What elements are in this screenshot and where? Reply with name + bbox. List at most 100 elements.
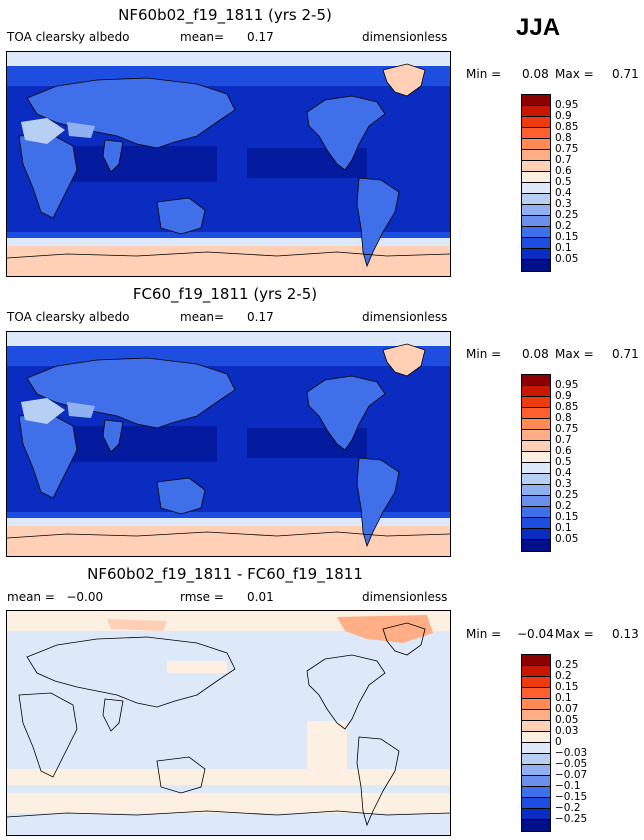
colorbar-tick-label: 0.5 — [555, 456, 572, 468]
colorbar-tick-label: 0.8 — [555, 132, 572, 144]
panel-2-max-label: Max = — [555, 347, 594, 361]
colorbar-swatch — [522, 496, 550, 507]
colorbar-swatch — [522, 150, 550, 161]
panel-2-variable-label: TOA clearsky albedo — [7, 310, 130, 324]
panel-3-map — [6, 610, 451, 836]
colorbar-swatch — [522, 117, 550, 128]
colorbar-tick-label: 0.6 — [555, 165, 572, 177]
panel-3-rmse-value: 0.01 — [247, 590, 274, 604]
panel-2-title: FC60_f19_1811 (yrs 2-5) — [132, 285, 318, 303]
colorbar-tick-label: 0.05 — [555, 714, 579, 726]
panel-1-variable-label: TOA clearsky albedo — [7, 30, 130, 44]
colorbar-swatch — [522, 375, 550, 386]
colorbar-tick-label: 0.03 — [555, 725, 579, 737]
colorbar-tick-label: 0.2 — [555, 220, 572, 232]
colorbar-swatch — [522, 441, 550, 452]
colorbar-tick-label: 0.1 — [555, 522, 572, 534]
colorbar-tick-label: −0.05 — [555, 758, 588, 770]
colorbar-swatch — [522, 721, 550, 732]
colorbar-tick-label: 0.95 — [555, 99, 579, 111]
colorbar-tick-label: 0.15 — [555, 681, 579, 693]
colorbar-tick-label: 0.15 — [555, 511, 579, 523]
colorbar-tick-label: −0.2 — [555, 802, 581, 814]
panel-3-rmse-label: rmse = — [180, 590, 224, 604]
colorbar-tick-label: 0.7 — [555, 154, 572, 166]
panel-3-mean-text: mean = −0.00 — [7, 590, 104, 604]
panel-1-min-label: Min = — [466, 67, 502, 81]
panel-1-min-value: 0.08 — [522, 67, 549, 81]
colorbar-tick-label: 0.8 — [555, 412, 572, 424]
colorbar-swatch — [522, 688, 550, 699]
colorbar-swatch — [522, 260, 550, 271]
season-label: JJA — [516, 14, 561, 41]
panel-3-max-value: 0.13 — [612, 627, 639, 641]
panel-2-max-value: 0.71 — [612, 347, 639, 361]
colorbar-tick-label: 0.4 — [555, 187, 572, 199]
colorbar-swatch — [522, 710, 550, 721]
panel-1-colorbar — [521, 94, 551, 272]
colorbar-swatch — [522, 216, 550, 227]
colorbar-tick-label: 0.85 — [555, 401, 579, 413]
colorbar-swatch — [522, 765, 550, 776]
colorbar-swatch — [522, 161, 550, 172]
colorbar-swatch — [522, 529, 550, 540]
colorbar-tick-label: −0.25 — [555, 813, 588, 825]
colorbar-swatch — [522, 106, 550, 117]
colorbar-swatch — [522, 128, 550, 139]
colorbar-swatch — [522, 699, 550, 710]
colorbar-swatch — [522, 463, 550, 474]
colorbar-tick-label: 0.9 — [555, 110, 572, 122]
colorbar-swatch — [522, 677, 550, 688]
colorbar-swatch — [522, 452, 550, 463]
panel-1-max-label: Max = — [555, 67, 594, 81]
panel-3-title: NF60b02_f19_1811 - FC60_f19_1811 — [87, 565, 363, 583]
colorbar-tick-label: 0.95 — [555, 379, 579, 391]
panel-2-mean-label: mean= — [180, 310, 225, 324]
colorbar-swatch — [522, 430, 550, 441]
colorbar-swatch — [522, 754, 550, 765]
colorbar-tick-label: 0.05 — [555, 253, 579, 265]
colorbar-swatch — [522, 666, 550, 677]
panel-2-units: dimensionless — [362, 310, 448, 324]
colorbar-tick-label: 0.3 — [555, 198, 572, 210]
colorbar-swatch — [522, 485, 550, 496]
panel-1-mean-value: 0.17 — [247, 30, 274, 44]
colorbar-tick-label: 0 — [555, 736, 562, 748]
colorbar-swatch — [522, 249, 550, 260]
colorbar-tick-label: 0.75 — [555, 423, 579, 435]
colorbar-tick-label: 0.1 — [555, 242, 572, 254]
colorbar-swatch — [522, 798, 550, 809]
colorbar-tick-label: 0.05 — [555, 533, 579, 545]
panel-1-mean-label: mean= — [180, 30, 225, 44]
colorbar-tick-label: 0.07 — [555, 703, 579, 715]
colorbar-swatch — [522, 139, 550, 150]
colorbar-tick-label: 0.2 — [555, 670, 572, 682]
colorbar-swatch — [522, 787, 550, 798]
panel-2-min-label: Min = — [466, 347, 502, 361]
panel-1-units: dimensionless — [362, 30, 448, 44]
panel-2-min-value: 0.08 — [522, 347, 549, 361]
panel-2-map — [6, 331, 451, 557]
panel-1-map — [6, 51, 451, 277]
colorbar-tick-label: 0.1 — [555, 692, 572, 704]
colorbar-swatch — [522, 732, 550, 743]
colorbar-swatch — [522, 419, 550, 430]
colorbar-swatch — [522, 227, 550, 238]
panel-1-max-value: 0.71 — [612, 67, 639, 81]
colorbar-swatch — [522, 518, 550, 529]
colorbar-tick-label: 0.9 — [555, 390, 572, 402]
panel-2-colorbar — [521, 374, 551, 552]
colorbar-swatch — [522, 183, 550, 194]
colorbar-swatch — [522, 776, 550, 787]
colorbar-swatch — [522, 397, 550, 408]
panel-2-mean-value: 0.17 — [247, 310, 274, 324]
colorbar-swatch — [522, 194, 550, 205]
colorbar-swatch — [522, 386, 550, 397]
colorbar-tick-label: 0.15 — [555, 231, 579, 243]
colorbar-swatch — [522, 408, 550, 419]
colorbar-swatch — [522, 820, 550, 831]
colorbar-swatch — [522, 743, 550, 754]
colorbar-swatch — [522, 655, 550, 666]
colorbar-swatch — [522, 507, 550, 518]
colorbar-swatch — [522, 474, 550, 485]
